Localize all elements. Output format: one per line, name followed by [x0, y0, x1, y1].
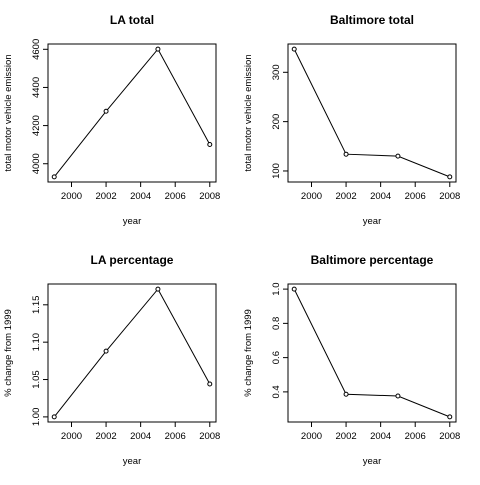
- x-tick-label: 2008: [439, 431, 460, 442]
- data-point: [51, 414, 57, 420]
- series-line: [53, 288, 211, 418]
- data-point: [447, 414, 453, 420]
- x-tick-label: 2006: [165, 191, 186, 202]
- data-point: [343, 151, 349, 157]
- x-axis-label: year: [363, 456, 381, 467]
- x-tick-label: 2000: [301, 191, 322, 202]
- x-tick-label: 2004: [130, 431, 151, 442]
- data-point: [155, 286, 161, 292]
- x-tick-label: 2002: [336, 191, 357, 202]
- x-tick-label: 2002: [96, 191, 117, 202]
- data-point: [103, 108, 109, 114]
- data-point: [291, 286, 297, 292]
- series-line: [53, 48, 211, 178]
- chart-title: Baltimore total: [330, 13, 414, 27]
- data-point: [207, 141, 213, 147]
- y-tick-label: 100: [271, 163, 282, 179]
- plot-box: [47, 283, 217, 423]
- y-tick-label: 1.0: [271, 283, 282, 296]
- series-line: [293, 48, 450, 178]
- x-tick-label: 2008: [199, 191, 220, 202]
- y-axis-label: total motor vehicle emission: [3, 54, 14, 171]
- plot-box: [47, 43, 217, 183]
- y-tick-label: 0.4: [271, 385, 282, 398]
- plot-box: [287, 43, 457, 183]
- x-tick-label: 2008: [199, 431, 220, 442]
- x-tick-label: 2008: [439, 191, 460, 202]
- data-point: [343, 391, 349, 397]
- la-total-panel: LA total 2000 2002 2004 2006 2008 4000 4200 4400…: [3, 13, 220, 227]
- chart-title: LA total: [110, 13, 154, 27]
- data-point: [395, 393, 401, 399]
- x-tick-label: 2000: [61, 431, 82, 442]
- y-tick-label: 4000: [31, 153, 42, 174]
- x-tick-label: 2006: [165, 431, 186, 442]
- chart-title: Baltimore percentage: [311, 253, 434, 267]
- plot-box: [287, 283, 457, 423]
- y-tick-label: 0.8: [271, 317, 282, 330]
- baltimore-total-panel: Baltimore total 2000 2002 2004 2006 2008 100 20…: [243, 13, 460, 227]
- x-axis-label: year: [363, 216, 381, 227]
- data-point: [207, 381, 213, 387]
- data-point: [51, 174, 57, 180]
- y-tick-label: 4400: [31, 77, 42, 98]
- x-axis-label: year: [123, 456, 141, 467]
- x-tick-label: 2006: [405, 431, 426, 442]
- x-tick-label: 2004: [370, 431, 391, 442]
- x-tick-label: 2004: [370, 191, 391, 202]
- y-tick-label: 300: [271, 64, 282, 80]
- data-point: [103, 348, 109, 354]
- y-axis-label: % change from 1999: [243, 309, 254, 397]
- y-tick-label: 4200: [31, 115, 42, 136]
- x-tick-label: 2002: [336, 431, 357, 442]
- x-tick-label: 2006: [405, 191, 426, 202]
- data-point: [447, 174, 453, 180]
- data-point: [395, 153, 401, 159]
- x-tick-label: 2004: [130, 191, 151, 202]
- y-tick-label: 4600: [31, 39, 42, 60]
- chart-title: LA percentage: [91, 253, 174, 267]
- y-tick-label: 1.05: [31, 370, 42, 389]
- y-axis-label: % change from 1999: [3, 309, 14, 397]
- y-tick-label: 1.15: [31, 296, 42, 315]
- y-tick-label: 0.6: [271, 351, 282, 364]
- series-line: [293, 288, 450, 418]
- y-tick-label: 200: [271, 114, 282, 130]
- x-tick-label: 2000: [61, 191, 82, 202]
- baltimore-percentage-panel: Baltimore percentage 2000 2002 2004 2006 2008…: [243, 253, 460, 467]
- data-point: [291, 46, 297, 52]
- y-tick-label: 1.00: [31, 408, 42, 427]
- la-percentage-panel: LA percentage 2000 2002 2004 2006 2008 1.00 1.0…: [3, 253, 220, 467]
- x-tick-label: 2002: [96, 431, 117, 442]
- data-point: [155, 46, 161, 52]
- y-axis-label: total motor vehicle emission: [243, 54, 254, 171]
- x-axis-label: year: [123, 216, 141, 227]
- y-tick-label: 1.10: [31, 333, 42, 352]
- x-tick-label: 2000: [301, 431, 322, 442]
